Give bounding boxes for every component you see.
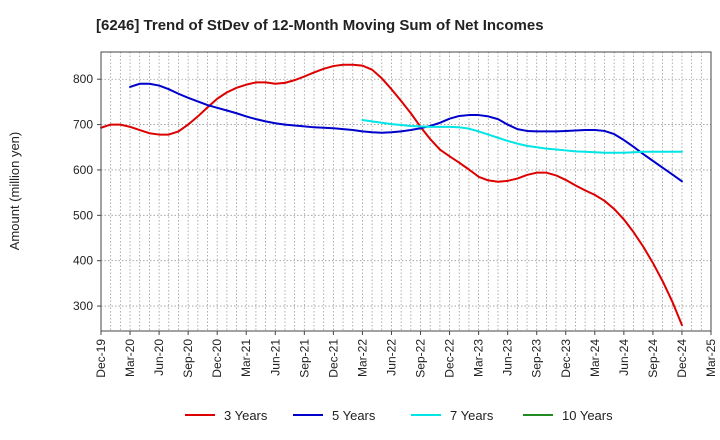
x-tick-label: Dec-19	[94, 339, 108, 378]
x-tick-label: Sep-22	[414, 339, 428, 378]
x-tick-label: Dec-23	[559, 339, 573, 378]
x-tick-label: Mar-20	[123, 339, 137, 377]
x-tick-label: Sep-24	[646, 339, 660, 378]
series-line-3-years	[100, 63, 683, 327]
x-tick-label: Dec-22	[443, 339, 457, 378]
y-tick-label: 400	[73, 254, 93, 268]
x-tick-label: Jun-24	[617, 339, 631, 376]
y-tick-label: 500	[73, 208, 93, 222]
x-tick-label: Jun-21	[268, 339, 282, 376]
x-tick-label: Sep-21	[297, 339, 311, 378]
series-line-7-years	[361, 119, 683, 154]
y-tick-label: 600	[73, 163, 93, 177]
series-lines	[100, 63, 683, 327]
x-tick-label: Sep-20	[181, 339, 195, 378]
x-tick-label: Mar-25	[704, 339, 718, 377]
legend-label-3-years: 3 Years	[224, 408, 268, 423]
y-axis-label: Amount (million yen)	[7, 132, 22, 251]
x-tick-label: Dec-24	[675, 339, 689, 378]
y-tick-label: 800	[73, 72, 93, 86]
legend-label-10-years: 10 Years	[562, 408, 613, 423]
x-tick-label: Mar-24	[588, 339, 602, 377]
x-tick-label: Sep-23	[530, 339, 544, 378]
chart-title: [6246] Trend of StDev of 12-Month Moving…	[96, 17, 544, 34]
legend: 3 Years 5 Years 7 Years 10 Years	[185, 408, 613, 423]
plot-frame	[100, 51, 712, 332]
x-tick-label: Mar-23	[472, 339, 486, 377]
legend-label-5-years: 5 Years	[332, 408, 376, 423]
x-tick-label: Jun-23	[501, 339, 515, 376]
x-tick-label: Jun-20	[152, 339, 166, 376]
series-line-5-years	[129, 82, 683, 183]
x-axis-ticks: Dec-19 Mar-20 Jun-20 Sep-20 Dec-20 Mar-21 Jun-…	[94, 331, 718, 378]
x-tick-label: Jun-22	[384, 339, 398, 376]
legend-label-7-years: 7 Years	[450, 408, 494, 423]
y-tick-label: 300	[73, 299, 93, 313]
x-tick-label: Mar-21	[239, 339, 253, 377]
grid	[100, 52, 712, 331]
y-tick-label: 700	[73, 118, 93, 132]
x-tick-label: Dec-21	[326, 339, 340, 378]
y-axis-ticks: 300 400 500 600 700 800	[73, 72, 101, 313]
x-tick-label: Dec-20	[210, 339, 224, 378]
x-tick-label: Mar-22	[355, 339, 369, 377]
